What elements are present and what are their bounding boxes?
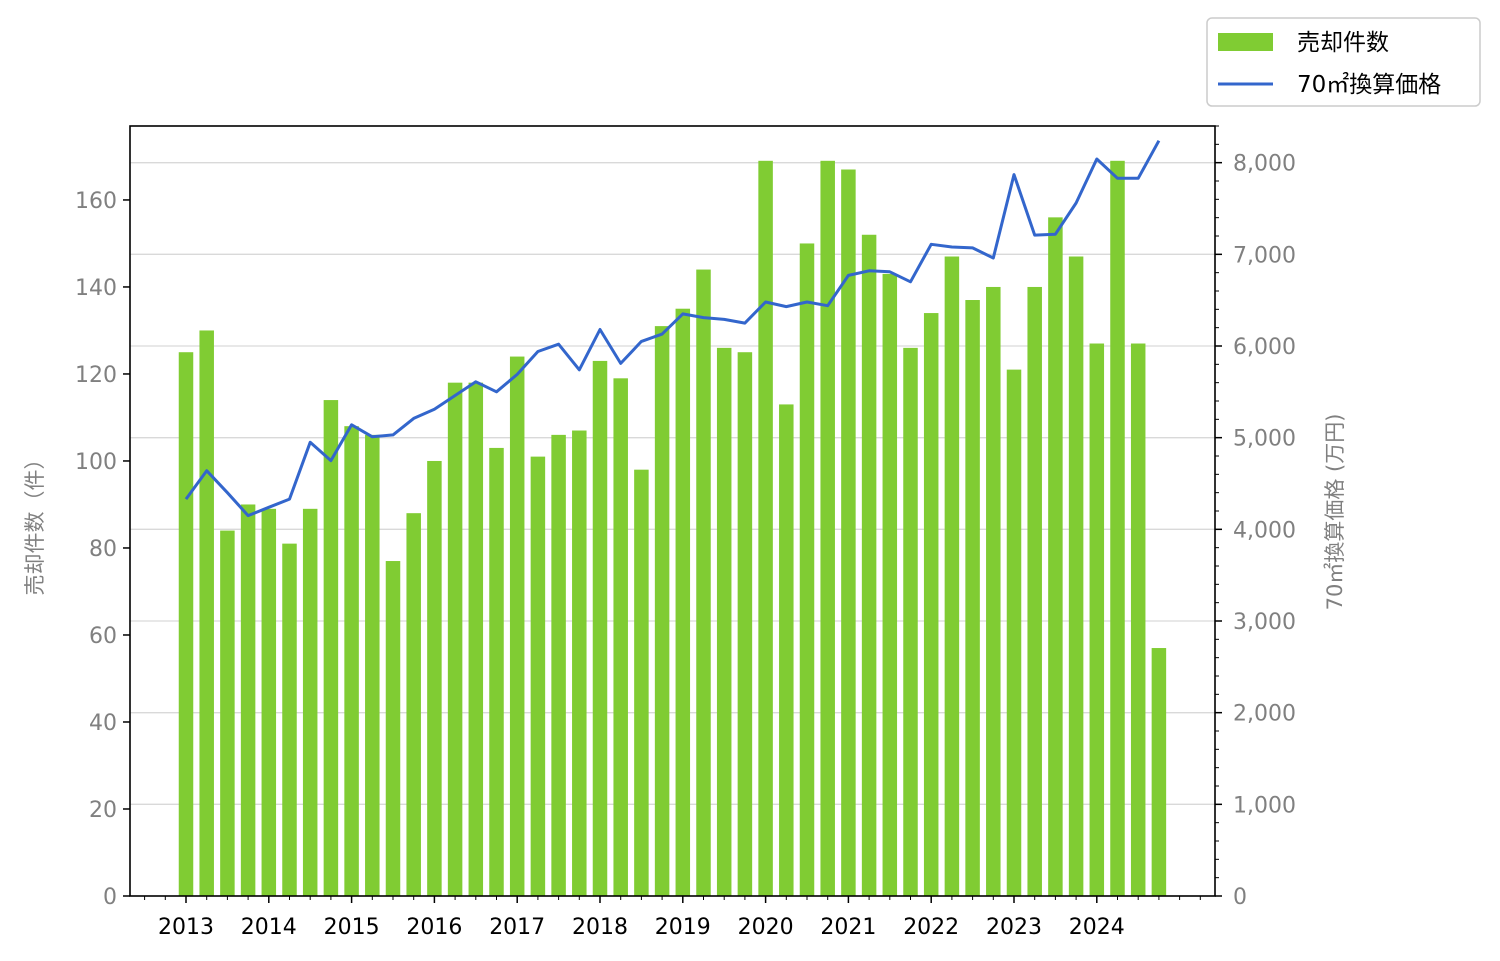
bar (240, 504, 256, 896)
left-axis-label: 売却件数（件） (23, 449, 47, 596)
x-tick-label: 2016 (406, 915, 462, 940)
bar (261, 508, 277, 896)
bar (965, 300, 980, 896)
bar (634, 469, 649, 896)
left-tick-label: 40 (89, 711, 117, 736)
left-tick-label: 80 (89, 537, 117, 562)
left-tick-label: 140 (75, 276, 117, 301)
bar (302, 508, 318, 896)
legend-line-label: 70㎡換算価格 (1297, 72, 1441, 98)
bar (779, 404, 794, 896)
bar (1130, 343, 1146, 896)
bar (758, 160, 773, 897)
left-tick-label: 100 (75, 450, 117, 475)
bar (1151, 648, 1167, 896)
x-tick-label: 2017 (489, 915, 545, 940)
bar (737, 352, 753, 896)
right-axis-label: 70㎡換算価格 (万円) (1323, 414, 1347, 611)
right-tick-label: 7,000 (1233, 243, 1296, 268)
bar (716, 347, 732, 897)
bar (323, 400, 339, 896)
right-tick-label: 8,000 (1233, 152, 1296, 177)
bar (344, 426, 359, 896)
x-tick-label: 2015 (324, 915, 380, 940)
line-series (184, 139, 1161, 518)
bar (489, 447, 504, 896)
left-axis: 0 20 40 60 80 100 120 140 160 (75, 189, 130, 910)
bar (799, 243, 815, 896)
bar (178, 352, 194, 896)
bar (220, 530, 235, 896)
right-tick-label: 2,000 (1233, 702, 1296, 727)
bar (385, 561, 401, 896)
bar (365, 434, 380, 896)
x-tick-label: 2020 (738, 915, 794, 940)
bar (1068, 256, 1084, 896)
right-tick-label: 1,000 (1233, 793, 1296, 818)
bar (530, 456, 546, 896)
bar (1006, 369, 1022, 896)
legend: 売却件数 70㎡換算価格 (1206, 17, 1481, 107)
bar (1089, 343, 1105, 896)
bar (1110, 160, 1125, 897)
x-tick-label: 2024 (1069, 915, 1125, 940)
x-tick-label: 2023 (986, 915, 1042, 940)
bar (820, 160, 835, 897)
x-tick-label: 2019 (655, 915, 711, 940)
bar (1048, 217, 1063, 896)
bar (986, 286, 1001, 896)
bar (447, 382, 463, 897)
x-tick-label: 2018 (572, 915, 628, 940)
right-tick-label: 5,000 (1233, 427, 1296, 452)
right-tick-label: 3,000 (1233, 610, 1296, 635)
bar (468, 382, 484, 897)
right-tick-label: 0 (1233, 885, 1247, 910)
bar (613, 378, 628, 896)
x-tick-label: 2021 (820, 915, 876, 940)
bar (199, 330, 214, 897)
bar (592, 360, 608, 896)
legend-bar-label: 売却件数 (1297, 30, 1389, 56)
bar (923, 313, 939, 896)
bar (406, 513, 421, 896)
right-tick-label: 4,000 (1233, 518, 1296, 543)
bar (903, 347, 918, 897)
bar (675, 308, 691, 896)
right-tick-label: 6,000 (1233, 335, 1296, 360)
bar (572, 430, 587, 896)
bar (882, 273, 898, 896)
left-tick-label: 20 (89, 798, 117, 823)
bar (841, 169, 856, 897)
bar (1027, 286, 1042, 896)
left-tick-label: 160 (75, 189, 117, 214)
x-axis: 2013 2014 2015 2016 2017 2018 2019 2020 2021 2022… (144, 896, 1201, 940)
bar (551, 434, 566, 896)
legend-box (1206, 17, 1481, 107)
left-tick-label: 60 (89, 624, 117, 649)
bar (861, 234, 877, 896)
bar (696, 269, 711, 896)
bar (944, 256, 960, 896)
right-axis: 0 1,000 2,000 3,000 4,000 5,000 6,000 7,000 8,00… (1215, 125, 1296, 910)
left-tick-label: 0 (103, 885, 117, 910)
x-tick-label: 2013 (158, 915, 214, 940)
left-tick-label: 120 (75, 363, 117, 388)
price-line (184, 139, 1161, 518)
bar (509, 356, 525, 897)
x-tick-label: 2022 (903, 915, 959, 940)
legend-bar-swatch (1218, 33, 1273, 51)
bar (427, 460, 442, 896)
bar-series (178, 160, 1167, 897)
bar (654, 326, 670, 896)
x-tick-label: 2014 (241, 915, 297, 940)
bar (282, 543, 297, 896)
